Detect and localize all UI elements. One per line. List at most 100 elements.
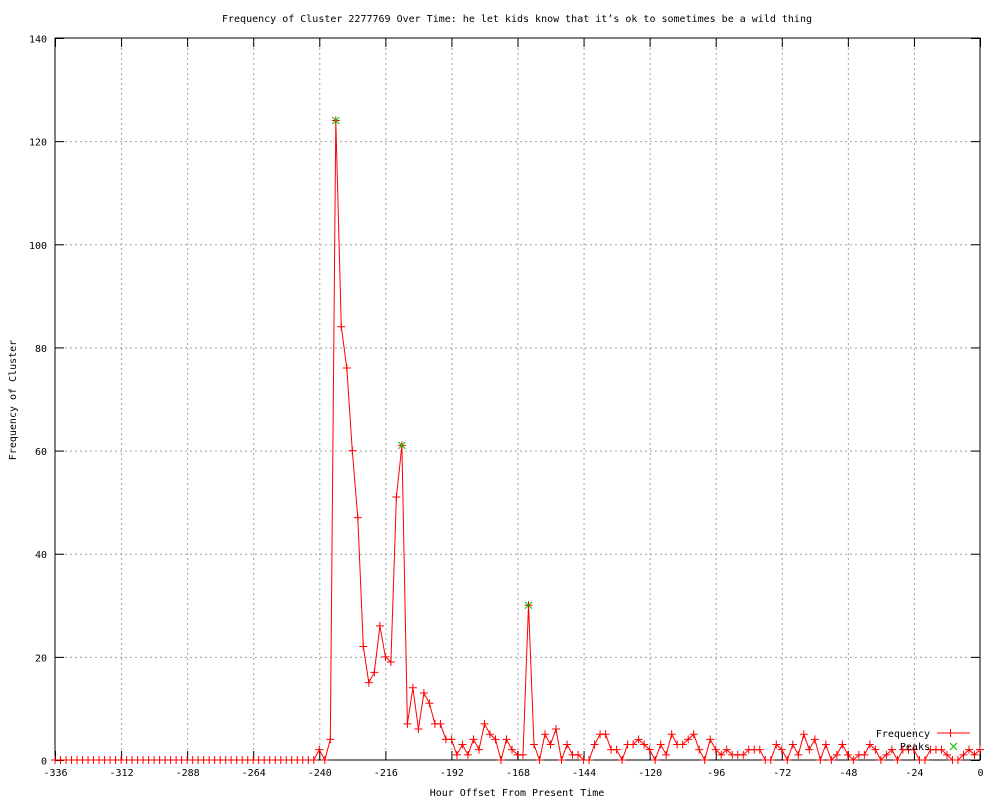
- frequency-point: [909, 745, 918, 754]
- frequency-point: [403, 719, 412, 728]
- y-tick-label: 80: [35, 344, 47, 355]
- chart-title: Frequency of Cluster 2277769 Over Time: …: [222, 14, 812, 25]
- frequency-point: [419, 688, 428, 697]
- frequency-point: [315, 745, 324, 754]
- frequency-point: [937, 745, 946, 754]
- frequency-point: [788, 740, 797, 749]
- frequency-point: [706, 735, 715, 744]
- frequency-point: [887, 745, 896, 754]
- frequency-point: [519, 750, 528, 759]
- peak-point: [331, 116, 340, 125]
- frequency-point: [348, 446, 357, 455]
- frequency-point: [827, 756, 836, 764]
- frequency-point: [485, 730, 494, 739]
- frequency-point: [755, 745, 764, 754]
- frequency-point: [364, 678, 373, 687]
- frequency-point: [667, 730, 676, 739]
- frequency-point: [816, 756, 825, 764]
- frequency-point: [849, 756, 858, 764]
- frequency-point: [684, 735, 693, 744]
- frequency-point: [574, 750, 583, 759]
- frequency-point: [447, 735, 456, 744]
- y-tick-label: 100: [29, 241, 47, 252]
- x-tick-label: 0: [977, 768, 983, 779]
- frequency-point: [370, 668, 379, 677]
- frequency-point: [799, 730, 808, 739]
- frequency-point: [634, 735, 643, 744]
- frequency-point: [772, 740, 781, 749]
- frequency-point: [882, 750, 891, 759]
- frequency-point: [337, 322, 346, 331]
- frequency-point: [640, 740, 649, 749]
- frequency-point: [865, 740, 874, 749]
- frequency-point: [585, 756, 594, 764]
- x-tick-label: -144: [572, 768, 596, 779]
- frequency-point: [645, 745, 654, 754]
- frequency-point: [309, 756, 318, 764]
- frequency-point: [695, 745, 704, 754]
- frequency-point: [618, 756, 627, 764]
- x-tick-label: -240: [308, 768, 332, 779]
- frequency-point: [469, 735, 478, 744]
- frequency-point: [893, 756, 902, 764]
- frequency-point: [436, 719, 445, 728]
- frequency-point: [871, 745, 880, 754]
- x-tick-label: -288: [176, 768, 200, 779]
- frequency-point: [590, 740, 599, 749]
- frequency-point: [474, 745, 483, 754]
- frequency-point: [342, 364, 351, 373]
- frequency-point: [414, 725, 423, 734]
- frequency-point: [794, 750, 803, 759]
- peak-point: [524, 601, 533, 610]
- x-tick-label: -48: [839, 768, 857, 779]
- frequency-point: [392, 492, 401, 501]
- y-tick-label: 20: [35, 653, 47, 664]
- frequency-point: [876, 756, 885, 764]
- series: [51, 116, 984, 764]
- legend-marker-peaks: [949, 742, 958, 751]
- frequency-point: [739, 750, 748, 759]
- x-tick-label: -24: [905, 768, 923, 779]
- frequency-point: [976, 745, 984, 754]
- frequency-point: [717, 750, 726, 759]
- y-tick-label: 40: [35, 550, 47, 561]
- frequency-point: [480, 719, 489, 728]
- x-tick-label: -312: [110, 768, 134, 779]
- frequency-point: [838, 740, 847, 749]
- frequency-point: [651, 756, 660, 764]
- frequency-point: [463, 750, 472, 759]
- axis-ticks: -336 -312 -288 -264 -240 -216 -192 -168 -144 -120…: [29, 35, 984, 780]
- frequency-point: [458, 740, 467, 749]
- frequency-point: [722, 745, 731, 754]
- frequency-point: [425, 699, 434, 708]
- y-tick-label: 120: [29, 138, 47, 149]
- frequency-point: [552, 725, 561, 734]
- x-tick-label: -216: [374, 768, 398, 779]
- frequency-point: [326, 735, 335, 744]
- x-tick-label: -96: [707, 768, 725, 779]
- y-axis-label: Frequency of Cluster: [8, 340, 19, 460]
- frequency-point: [381, 652, 390, 661]
- x-tick-label: -168: [506, 768, 530, 779]
- frequency-point: [502, 735, 511, 744]
- frequency-point: [964, 745, 973, 754]
- frequency-point: [777, 745, 786, 754]
- legend-label-peaks: Peaks: [900, 742, 930, 753]
- frequency-point: [860, 750, 869, 759]
- frequency-point: [629, 740, 638, 749]
- x-axis-label: Hour Offset From Present Time: [430, 788, 605, 799]
- frequency-point: [970, 750, 979, 759]
- y-tick-label: 140: [29, 35, 47, 46]
- y-tick-label: 0: [41, 757, 47, 768]
- frequency-point: [821, 740, 830, 749]
- frequency-point: [386, 658, 395, 667]
- frequency-point: [359, 642, 368, 651]
- frequency-point: [843, 750, 852, 759]
- x-tick-label: -336: [43, 768, 67, 779]
- legend-label-frequency: Frequency: [876, 729, 930, 740]
- frequency-point: [557, 756, 566, 764]
- frequency-point: [711, 745, 720, 754]
- frequency-point: [766, 756, 775, 764]
- frequency-point: [959, 750, 968, 759]
